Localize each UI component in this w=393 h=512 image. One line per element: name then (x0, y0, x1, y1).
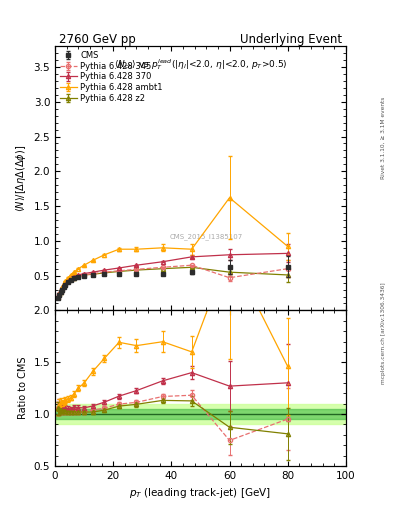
Y-axis label: Ratio to CMS: Ratio to CMS (18, 357, 28, 419)
Bar (55, 404, 346, 424)
Y-axis label: $\langle N\rangle/[\Delta\eta\Delta(\Delta\phi)]$: $\langle N\rangle/[\Delta\eta\Delta(\Del… (14, 144, 28, 212)
Text: 2760 GeV pp: 2760 GeV pp (59, 33, 136, 46)
Text: Rivet 3.1.10, ≥ 3.1M events: Rivet 3.1.10, ≥ 3.1M events (381, 97, 386, 179)
Text: Underlying Event: Underlying Event (240, 33, 342, 46)
Legend: CMS, Pythia 6.428 345, Pythia 6.428 370, Pythia 6.428 ambt1, Pythia 6.428 z2: CMS, Pythia 6.428 345, Pythia 6.428 370,… (58, 50, 164, 104)
Text: CMS_2015_I1385107: CMS_2015_I1385107 (170, 233, 243, 240)
X-axis label: $p_T$ (leading track-jet) [GeV]: $p_T$ (leading track-jet) [GeV] (129, 486, 272, 500)
Text: $\langle N_{ch}\rangle$ vs $p_T^{lead}$($|\eta_l|$<2.0, $\eta|$<2.0, $p_T$>0.5): $\langle N_{ch}\rangle$ vs $p_T^{lead}$(… (114, 57, 287, 72)
Bar (55, 409, 346, 419)
Text: mcplots.cern.ch [arXiv:1306.3436]: mcplots.cern.ch [arXiv:1306.3436] (381, 282, 386, 383)
